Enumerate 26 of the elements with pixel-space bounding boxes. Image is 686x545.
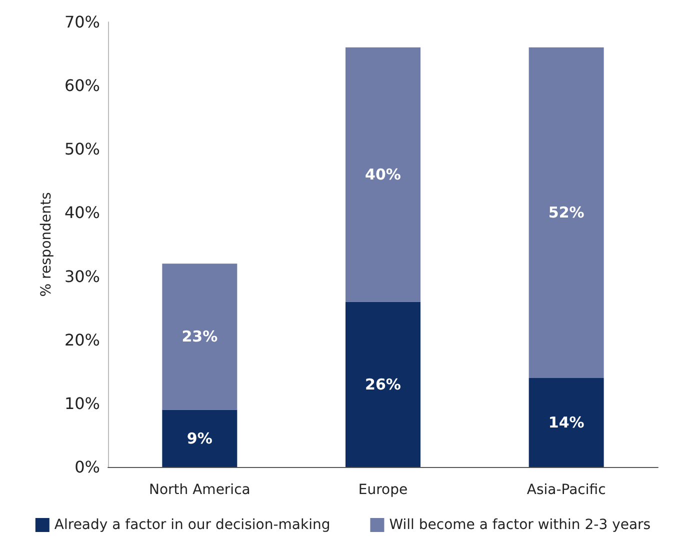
bar xyxy=(346,302,420,467)
bar xyxy=(528,47,604,378)
x-tick-label: Asia-Pacific xyxy=(526,482,606,498)
y-tick-label: 10% xyxy=(64,394,100,413)
y-tick-label: 40% xyxy=(64,203,100,222)
bar xyxy=(162,264,238,410)
legend-label: Already a factor in our decision-making xyxy=(54,517,330,533)
y-tick-label: 50% xyxy=(64,140,100,159)
x-tick-label: Europe xyxy=(358,482,408,498)
bar xyxy=(162,410,238,467)
y-tick-label: 20% xyxy=(64,330,100,350)
text: 52% xyxy=(548,204,584,222)
text: 26% xyxy=(365,375,401,394)
bar xyxy=(528,378,604,467)
legend-label: Will become a factor within 2-3 years xyxy=(389,517,651,533)
y-tick-label: 60% xyxy=(64,76,100,96)
text: 23% xyxy=(182,328,218,346)
text: 9% xyxy=(186,429,212,448)
y-tick-label: 30% xyxy=(64,266,100,286)
x-tick-label: North America xyxy=(148,482,250,498)
y-tick-label: 0% xyxy=(74,458,100,476)
y-tick-label: 70% xyxy=(64,12,100,32)
y-axis-title: % respondents xyxy=(38,192,55,297)
bar xyxy=(346,47,420,302)
text: 40% xyxy=(365,166,401,184)
text: 14% xyxy=(548,414,584,432)
